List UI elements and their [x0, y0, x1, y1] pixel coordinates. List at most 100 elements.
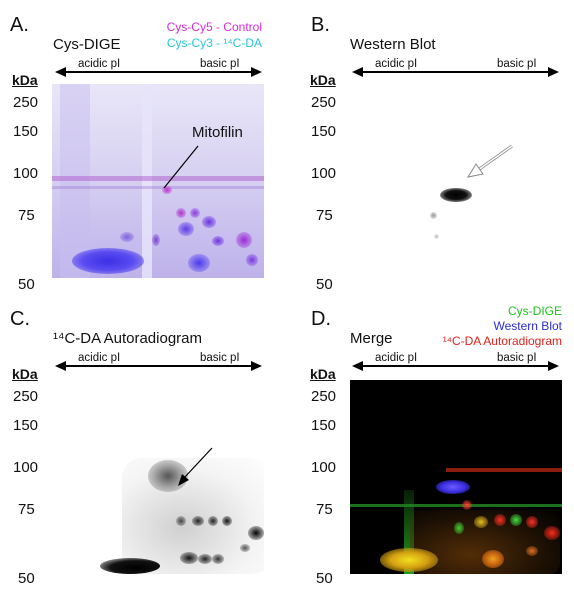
panel-a-tick-50: 50	[18, 276, 35, 293]
gel-spot	[178, 222, 194, 236]
blot-spot	[434, 234, 439, 239]
panel-d-tick-50: 50	[316, 570, 333, 587]
gel-spot	[212, 236, 224, 246]
autorad-spot	[148, 460, 188, 492]
panel-c-title: ¹⁴C-DA Autoradiogram	[53, 330, 203, 347]
panel-d-label: D.	[311, 308, 331, 330]
gel-spot	[120, 232, 134, 242]
panel-c-tick-100: 100	[13, 459, 39, 476]
panel-a-tick-100: 100	[13, 165, 39, 182]
gel-spot	[176, 208, 186, 218]
panel-d-acidic-label: acidic pI	[375, 352, 418, 364]
blot-spot	[440, 188, 472, 202]
gel-spot	[236, 232, 252, 248]
merge-spot	[474, 516, 488, 528]
panel-a-tick-75: 75	[18, 207, 35, 224]
panel-d-basic-label: basic pI	[497, 352, 537, 364]
autorad-spot	[198, 554, 212, 564]
panel-c-kda-label: kDa	[12, 366, 38, 382]
panel-b-tick-150: 150	[311, 123, 337, 140]
gel-spot	[202, 216, 216, 228]
merge-spot	[526, 546, 538, 556]
gel-streak	[142, 84, 152, 278]
merge-spot	[436, 480, 470, 494]
panel-c-label: C.	[10, 308, 30, 330]
panel-b-western-blot	[350, 84, 562, 278]
autorad-spot	[240, 544, 250, 552]
gel-streak	[60, 84, 90, 278]
merge-spot	[526, 516, 538, 528]
panel-a-kda-label: kDa	[12, 72, 38, 88]
merge-spot	[380, 548, 438, 572]
merge-spot	[454, 522, 464, 534]
blot-spot	[430, 212, 437, 219]
gel-spot	[162, 186, 172, 194]
merge-band	[350, 504, 562, 507]
gel-band	[52, 176, 264, 181]
panel-a-mitofilin-label: Mitofilin	[192, 124, 243, 141]
panel-d-legend-dige: Cys-DIGE	[508, 304, 562, 318]
panel-d-kda-label: kDa	[310, 366, 336, 382]
panel-d-title: Merge	[350, 330, 393, 347]
panel-a-tick-250: 250	[13, 94, 39, 111]
panel-c-tick-250: 250	[13, 388, 39, 405]
panel-b-label: B.	[311, 14, 330, 36]
autorad-spot	[176, 516, 186, 526]
panel-d-merge-image	[350, 380, 562, 574]
gel-spot	[152, 234, 160, 246]
panel-a-title: Cys-DIGE	[53, 36, 121, 53]
panel-c-autoradiogram	[52, 378, 264, 574]
panel-b-basic-label: basic pI	[497, 58, 537, 70]
panel-b-tick-50: 50	[316, 276, 333, 293]
gel-spot	[188, 254, 210, 272]
merge-spot	[462, 500, 472, 510]
panel-d-tick-100: 100	[311, 459, 337, 476]
panel-b-kda-label: kDa	[310, 72, 336, 88]
panel-c-tick-75: 75	[18, 501, 35, 518]
panel-a-legend-cy3: Cys-Cy3 - ¹⁴C-DA	[166, 36, 262, 50]
panel-b-acidic-label: acidic pI	[375, 58, 418, 70]
merge-band	[446, 468, 562, 472]
panel-d-tick-150: 150	[311, 417, 337, 434]
panel-a-basic-label: basic pI	[200, 58, 240, 70]
merge-streak	[404, 490, 414, 574]
panel-b-tick-75: 75	[316, 207, 333, 224]
autorad-spot	[248, 526, 264, 540]
gel-spot	[246, 254, 258, 266]
autorad-spot	[222, 516, 232, 526]
panel-c-tick-50: 50	[18, 570, 35, 587]
merge-spot	[494, 514, 506, 526]
panel-d-tick-250: 250	[311, 388, 337, 405]
gel-spot	[72, 248, 144, 274]
autorad-spot	[180, 552, 198, 564]
autorad-band	[100, 558, 160, 574]
panel-d-legend-autorad: ¹⁴C-DA Autoradiogram	[442, 334, 562, 348]
autorad-spot	[192, 516, 204, 526]
panel-c-basic-label: basic pI	[200, 352, 240, 364]
gel-spot	[190, 208, 200, 218]
panel-a-legend-cy5: Cys-Cy5 - Control	[166, 20, 262, 34]
panel-b-tick-250: 250	[311, 94, 337, 111]
panel-b-title: Western Blot	[350, 36, 436, 53]
gel-band	[52, 186, 264, 189]
panel-d-legend-western: Western Blot	[493, 319, 562, 333]
panel-a-acidic-label: acidic pI	[78, 58, 121, 70]
autorad-spot	[208, 516, 218, 526]
panel-b-tick-100: 100	[311, 165, 337, 182]
merge-spot	[510, 514, 522, 526]
panel-a-tick-150: 150	[13, 123, 39, 140]
panel-a-dige-gel	[52, 84, 264, 278]
merge-spot	[544, 526, 560, 540]
panel-c-acidic-label: acidic pI	[78, 352, 121, 364]
autorad-spot	[212, 554, 224, 564]
panel-d-tick-75: 75	[316, 501, 333, 518]
panel-c-tick-150: 150	[13, 417, 39, 434]
panel-a-label: A.	[10, 14, 29, 36]
